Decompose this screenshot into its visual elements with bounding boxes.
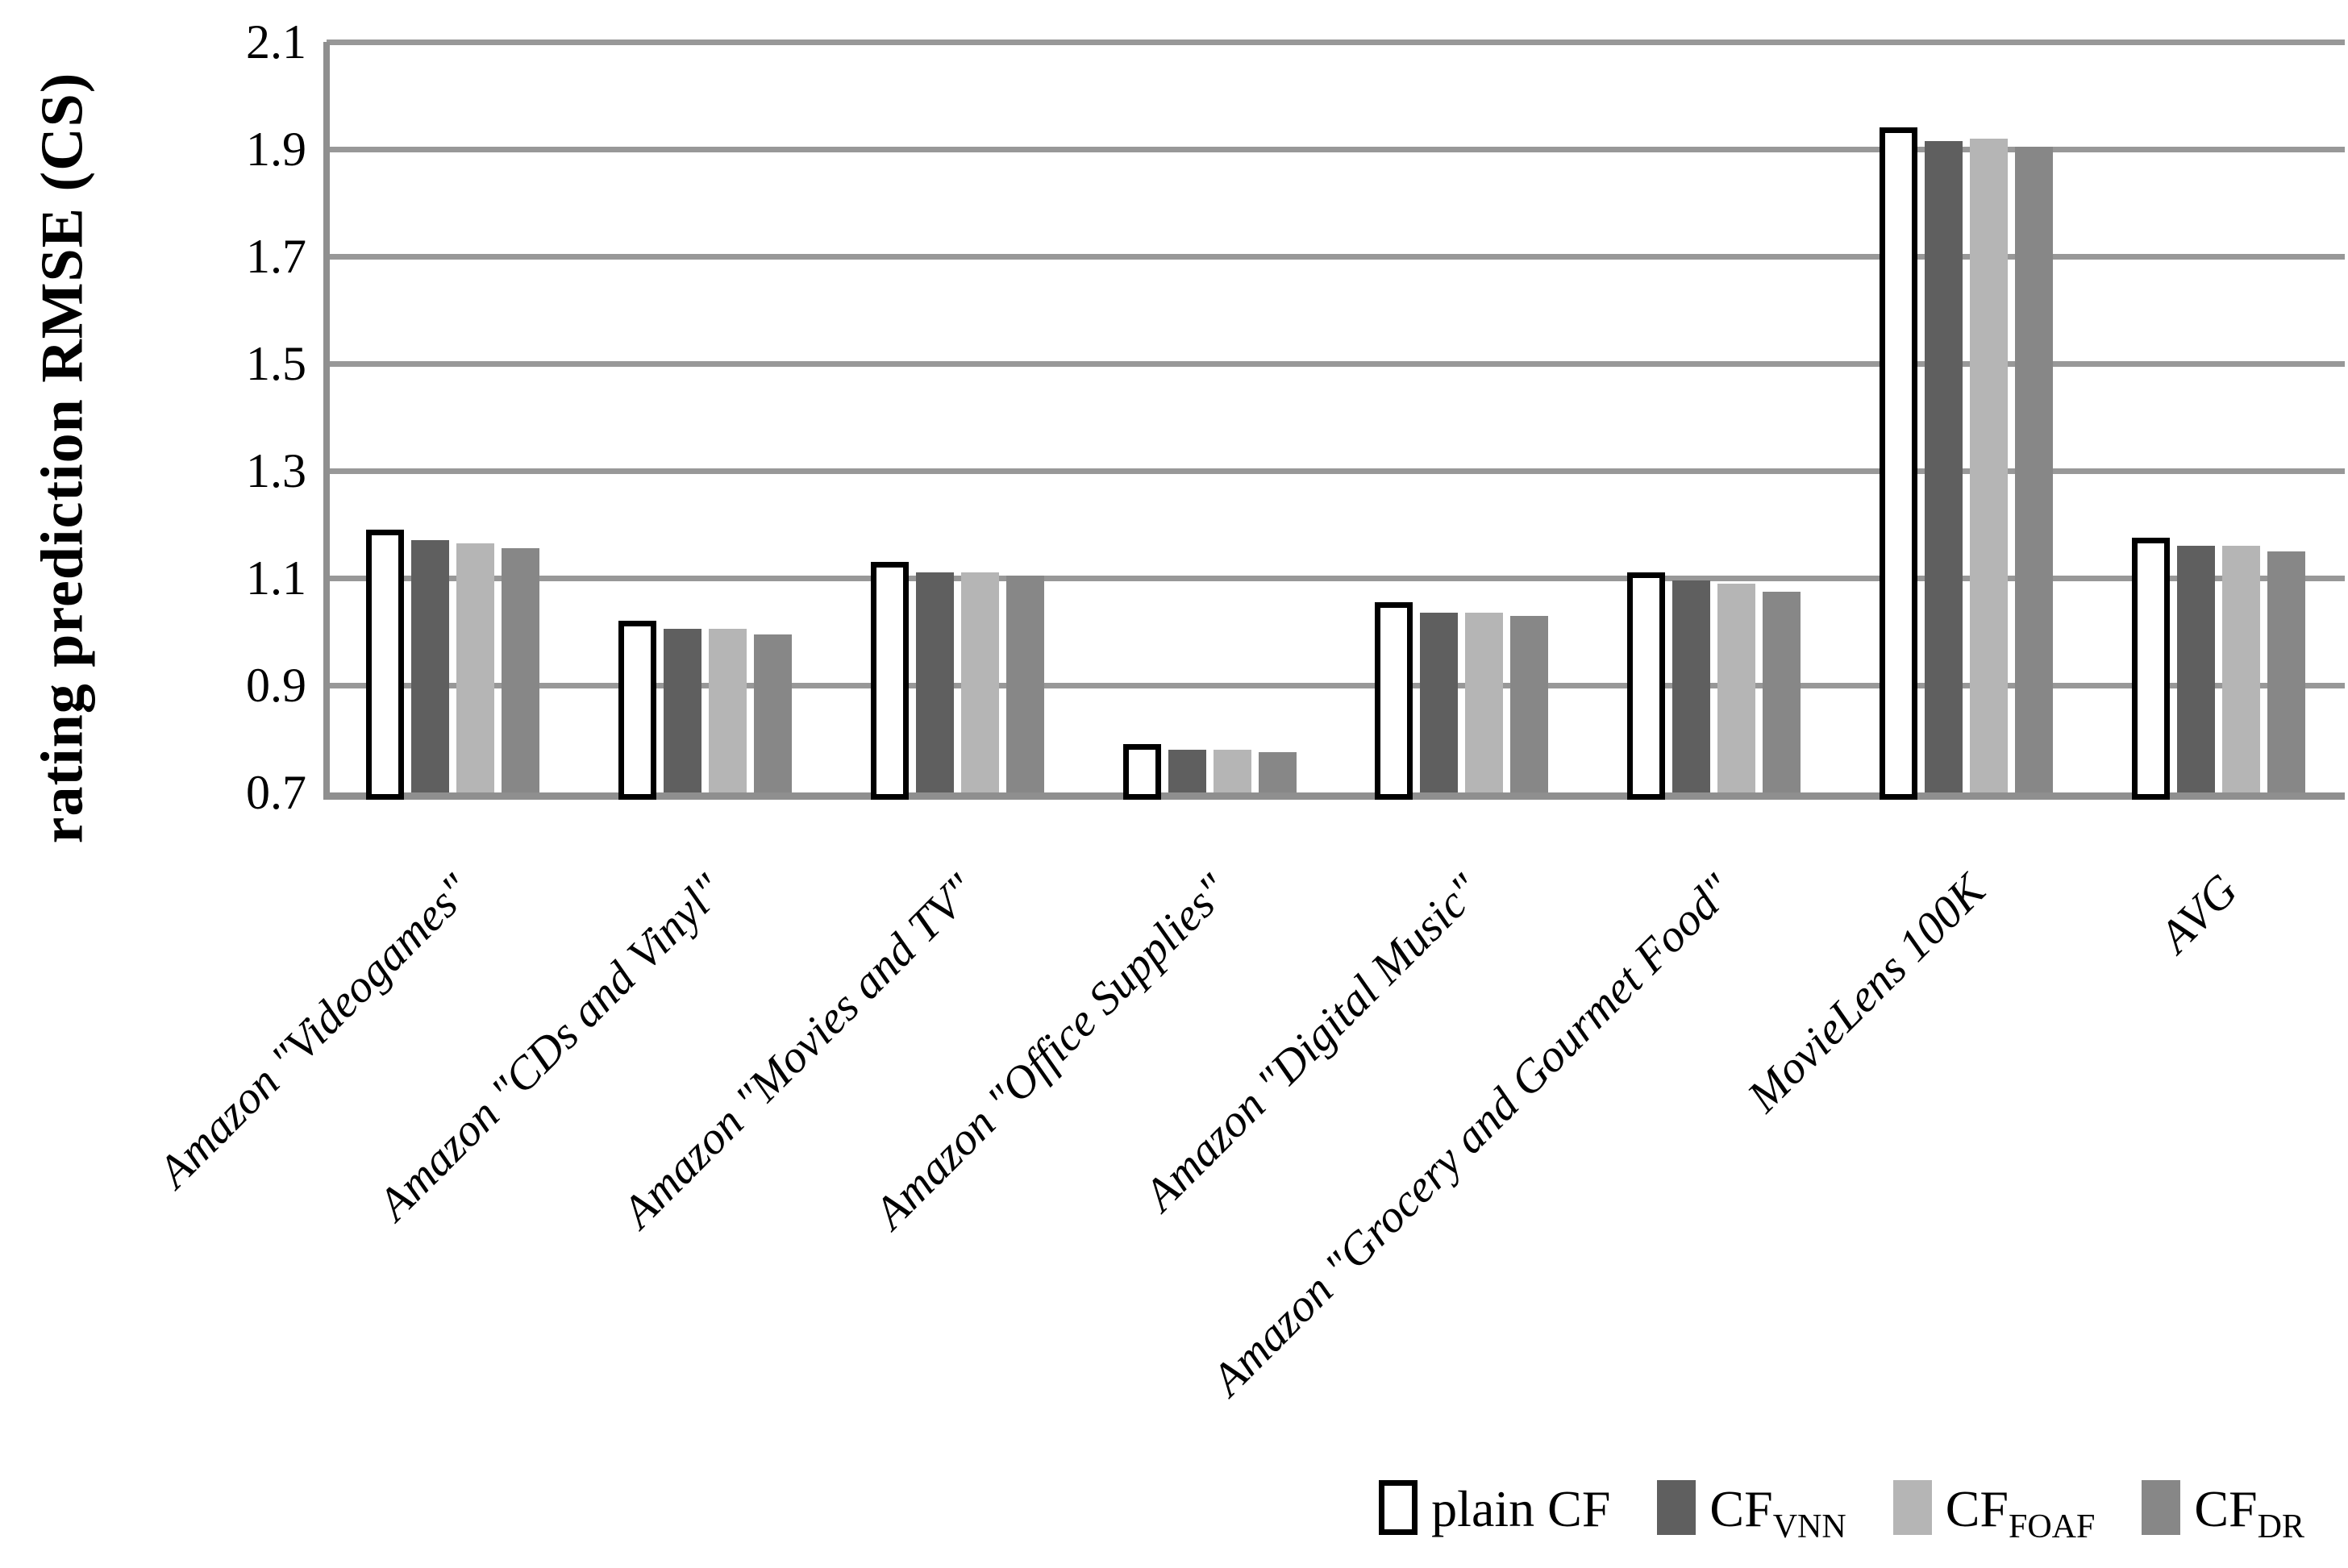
bar-cf-foaf xyxy=(456,543,494,792)
legend-label-subscript: DR xyxy=(2257,1508,2304,1545)
bar-cf-vnn xyxy=(1925,141,1963,792)
y-tick-label: 1.7 xyxy=(246,230,306,283)
gridline xyxy=(327,683,2345,688)
legend-item: CFVNN xyxy=(1657,1480,1846,1544)
bar-cf-dr xyxy=(1258,752,1297,792)
bar-cf-dr xyxy=(753,634,792,792)
bar-cf-dr xyxy=(1763,591,1801,792)
legend-label-subscript: FOAF xyxy=(2008,1508,2096,1545)
legend-swatch-cf-vnn xyxy=(1657,1480,1696,1535)
y-tick-label: 1.9 xyxy=(246,123,306,176)
bar-cf-vnn xyxy=(1168,749,1206,792)
bar-cf-foaf xyxy=(708,629,747,792)
bar-plain-cf xyxy=(1122,744,1161,800)
bar-plain-cf xyxy=(1627,572,1666,800)
bar-cf-foaf xyxy=(2222,546,2261,792)
bar-cf-foaf xyxy=(1213,749,1251,792)
bar-plain-cf xyxy=(618,621,656,800)
bar-plain-cf xyxy=(2132,538,2171,800)
y-tick-label: 1.1 xyxy=(246,551,306,605)
legend-item: plain CF xyxy=(1379,1480,1610,1538)
legend-item: CFFOAF xyxy=(1892,1480,2096,1545)
x-category-label: Amazon "Grocery and Gourmet Food" xyxy=(1201,864,1743,1405)
bar-cf-vnn xyxy=(410,540,449,792)
bar-cf-vnn xyxy=(663,629,701,792)
bar-cf-dr xyxy=(1510,615,1549,792)
y-axis-title: rating prediction RMSE (CS) xyxy=(29,72,96,844)
legend-label: plain CF xyxy=(1431,1480,1611,1537)
legend-label: CFVNN xyxy=(1709,1480,1846,1545)
gridline xyxy=(327,361,2345,367)
gridline xyxy=(327,254,2345,260)
bar-cf-dr xyxy=(501,548,539,792)
bar-plain-cf xyxy=(1375,601,1413,800)
legend-label: CFDR xyxy=(2194,1480,2304,1545)
y-tick-label: 1.3 xyxy=(246,444,306,497)
bar-plain-cf xyxy=(365,530,404,800)
bar-plain-cf xyxy=(1880,127,1918,800)
gridline xyxy=(327,576,2345,581)
legend-label-subscript: VNN xyxy=(1772,1508,1846,1545)
chart-legend: plain CF CFVNN CFFOAF CFDR xyxy=(1379,1480,2304,1544)
y-tick-label: 0.7 xyxy=(246,766,306,819)
legend-item: CFDR xyxy=(2142,1480,2304,1544)
legend-swatch-plain-cf xyxy=(1379,1480,1418,1535)
bar-cf-foaf xyxy=(1717,583,1756,792)
x-category-label: AVG xyxy=(2149,864,2247,963)
bar-cf-vnn xyxy=(915,572,954,792)
bar-cf-vnn xyxy=(1420,613,1459,792)
y-tick-label: 1.5 xyxy=(246,337,306,390)
legend-label: CFFOAF xyxy=(1945,1480,2096,1545)
gridline xyxy=(327,40,2345,45)
bar-cf-dr xyxy=(1005,575,1044,792)
y-tick-label: 2.1 xyxy=(246,15,306,69)
y-axis-line xyxy=(323,42,330,800)
x-category-label: MovieLens 100K xyxy=(1738,864,1995,1122)
bar-cf-dr xyxy=(2015,146,2054,792)
y-tick-label: 0.9 xyxy=(246,659,306,712)
x-axis-line xyxy=(327,792,2345,800)
bar-cf-dr xyxy=(2267,551,2306,792)
legend-swatch-cf-dr xyxy=(2142,1480,2181,1535)
gridline xyxy=(327,147,2345,152)
gridline xyxy=(327,468,2345,474)
bar-cf-vnn xyxy=(2177,546,2216,792)
bar-cf-foaf xyxy=(1970,138,2009,792)
bar-cf-foaf xyxy=(960,572,999,792)
bar-plain-cf xyxy=(870,562,909,800)
legend-swatch-cf-foaf xyxy=(1892,1480,1932,1535)
bar-cf-vnn xyxy=(1672,580,1711,792)
bar-cf-foaf xyxy=(1465,613,1504,792)
